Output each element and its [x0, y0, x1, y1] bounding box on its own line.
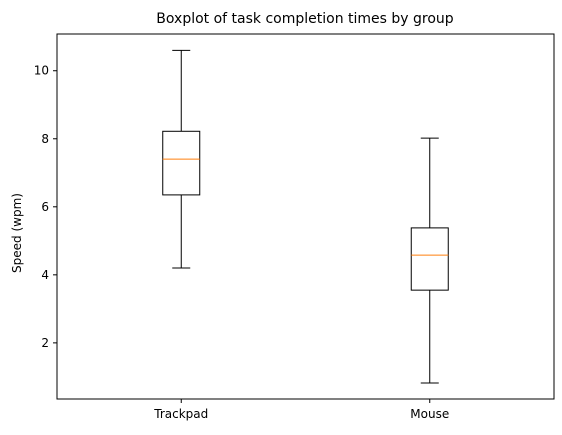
box-trackpad [162, 130, 201, 196]
y-tick-label: 4 [41, 268, 49, 282]
y-tick-label: 6 [41, 200, 49, 214]
y-axis-label: Speed (wpm) [10, 193, 24, 273]
x-tick-label: Trackpad [153, 407, 208, 421]
x-tick-label: Mouse [410, 407, 449, 421]
axes-frame [56, 33, 555, 400]
plot-area: 2 4 6 8 10 Trackpad Mouse [34, 49, 449, 421]
chart-title: Boxplot of task completion times by grou… [156, 11, 453, 27]
y-tick-label: 2 [41, 336, 49, 350]
box-mouse [410, 227, 449, 291]
y-tick-label: 8 [41, 132, 49, 146]
y-tick-label: 10 [34, 64, 49, 78]
